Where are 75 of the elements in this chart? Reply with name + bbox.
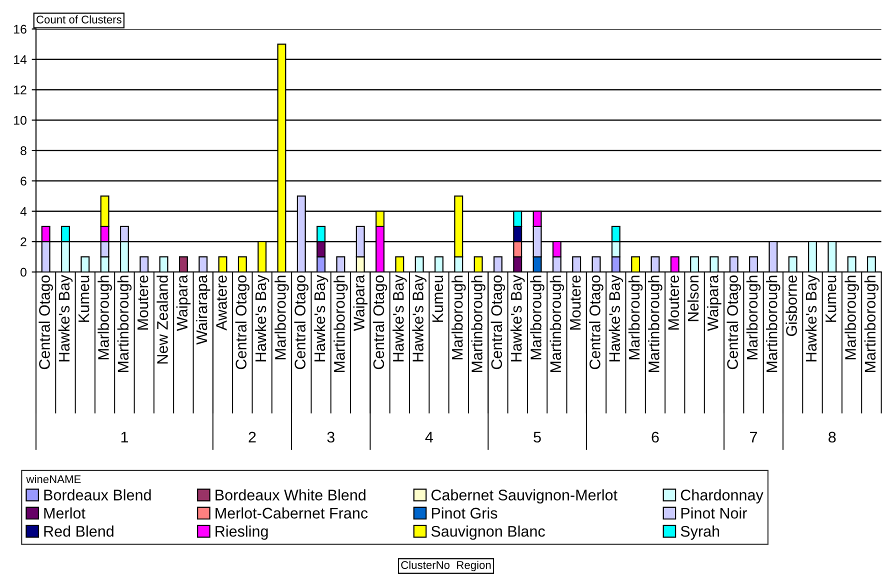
y-tick-label: 8 [20, 146, 26, 156]
text: 4 [425, 432, 433, 442]
legend-label: Bordeaux White Blend [216, 489, 366, 500]
x-tick-label: Nelson [687, 276, 699, 322]
text: ClusterNo Region [401, 560, 491, 572]
x-tick-label: Hawke's Bay [314, 274, 328, 362]
text: 1 [121, 432, 128, 442]
y-tick-label: 14 [14, 55, 27, 64]
x-tick-label: Central Otago [372, 275, 388, 370]
legend-label: Merlot-Cabernet Franc [216, 507, 368, 519]
x-tick-label: Gisborne [786, 275, 797, 336]
x-tick-label: Moutere [570, 275, 581, 330]
y-tick-label: 0 [20, 268, 26, 277]
x-tick-label: Hawke's Bay [412, 274, 426, 362]
x-tick-label: Waipara [353, 274, 368, 332]
text: 2 [248, 432, 256, 442]
x-tick-label: Hawke's Bay [608, 274, 624, 362]
legend-label: Cabernet Sauvignon-Merlot [431, 489, 618, 504]
x-tick-label: Central Otago [726, 275, 741, 370]
x-tick-label: Moutere [138, 275, 148, 330]
x-tick-label: Martinborough [766, 276, 780, 372]
x-tick-label: Hawke's Bay [392, 274, 407, 362]
x-tick-label: Kumeu [78, 276, 90, 322]
x-tick-label: Martinborough [117, 276, 132, 372]
x-tick-label: Hawke's Bay [254, 274, 270, 362]
x-tick-label: Awatere [216, 275, 227, 331]
y-tick-label: 12 [14, 86, 26, 94]
x-tick-label: Kumeu [826, 276, 836, 322]
x-tick-label: Central Otago [589, 275, 604, 370]
x-tick-label: Hawke's Bay [510, 274, 525, 362]
y-tick-label: 6 [20, 176, 26, 186]
legend-label: Riesling [216, 526, 268, 540]
x-tick-label: Wairarapa [196, 274, 210, 345]
y-tick-label: 10 [14, 116, 26, 125]
legend-label: Pinot Gris [432, 507, 498, 519]
text: 7 [750, 432, 757, 442]
legend-label: Chardonnay [680, 489, 764, 504]
y-axis-title: Count of Clusters [36, 15, 122, 24]
x-tick-label: Marlborough [274, 276, 289, 360]
text: 6 [652, 432, 659, 443]
x-tick-label: Central Otago [490, 275, 506, 370]
legend-label: Red Blend [44, 526, 114, 537]
x-tick-label: Marlborough [98, 276, 112, 360]
text: 3 [327, 432, 334, 443]
x-tick-label: Central Otago [38, 275, 53, 370]
legend-label: Merlot [44, 507, 86, 519]
y-tick-label: 4 [20, 207, 27, 216]
x-tick-label: Waipara [176, 274, 191, 332]
x-tick-label: Central Otago [235, 275, 250, 370]
x-tick-label: Hawke's Bay [805, 274, 820, 362]
x-tick-label: Moutere [668, 275, 679, 330]
text: 8 [828, 432, 836, 443]
legend-label: Pinot Noir [681, 507, 747, 519]
x-tick-label: Martinborough [471, 276, 486, 372]
y-tick-label: 2 [20, 237, 26, 246]
x-tick-label: Martinborough [648, 276, 662, 372]
x-tick-label: Marlborough [452, 276, 466, 360]
x-tick-label: Martinborough [864, 276, 879, 372]
x-tick-label: Martinborough [550, 276, 564, 372]
x-tick-label: Kumeu [432, 276, 444, 322]
legend-label: Syrah [680, 526, 720, 540]
y-tick-label: 16 [14, 24, 26, 34]
x-tick-label: Marlborough [628, 276, 643, 360]
x-tick-label: Martinborough [334, 276, 348, 372]
x-tick-label: New Zealand [156, 276, 168, 364]
x-tick-label: Central Otago [294, 275, 309, 370]
legend-label: Sauvignon Blanc [431, 526, 545, 540]
x-tick-label: Waipara [707, 274, 722, 332]
x-tick-label: Marlborough [746, 276, 761, 360]
legend-label: Bordeaux Blend [44, 489, 151, 500]
x-tick-label: Marlborough [530, 276, 544, 360]
x-tick-label: Marlborough [844, 276, 859, 360]
x-tick-label: Hawke's Bay [58, 274, 73, 362]
text: 5 [534, 432, 541, 443]
legend-title: wineNAME [26, 474, 81, 484]
